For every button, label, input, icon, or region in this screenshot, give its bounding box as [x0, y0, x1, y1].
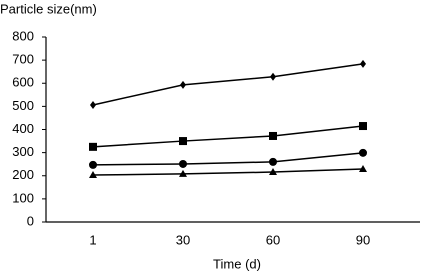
y-axis-title: Particle size(nm) [0, 1, 97, 16]
marker [180, 80, 186, 89]
y-tick-label: 200 [12, 167, 34, 182]
x-tick-label: 1 [89, 232, 96, 247]
x-tick-label: 60 [266, 232, 280, 247]
marker [269, 157, 277, 166]
y-tick-label: 500 [12, 98, 34, 113]
x-tick-label: 90 [356, 232, 370, 247]
marker [360, 59, 366, 68]
marker [270, 72, 276, 81]
series-line [92, 63, 364, 106]
y-tick-label: 300 [12, 144, 34, 159]
y-tick-label: 0 [27, 213, 34, 228]
marker [269, 168, 277, 176]
series-line [92, 125, 364, 148]
y-tick-label: 600 [12, 75, 34, 90]
x-axis-title: Time (d) [213, 256, 261, 271]
marker [359, 122, 367, 131]
series-line [92, 168, 364, 176]
y-tick-label: 400 [12, 121, 34, 136]
y-tick-label: 700 [12, 52, 34, 67]
marker [89, 160, 97, 169]
marker [89, 142, 97, 151]
marker [179, 159, 187, 168]
y-tick-label: 100 [12, 190, 34, 205]
marker [89, 171, 97, 179]
marker [359, 165, 367, 173]
x-tick-label: 30 [176, 232, 190, 247]
marker [179, 169, 187, 177]
y-tick-label: 800 [12, 28, 34, 43]
marker [269, 131, 277, 140]
marker [359, 148, 367, 157]
series-line [92, 152, 364, 166]
marker [179, 137, 187, 146]
marker [90, 100, 96, 109]
